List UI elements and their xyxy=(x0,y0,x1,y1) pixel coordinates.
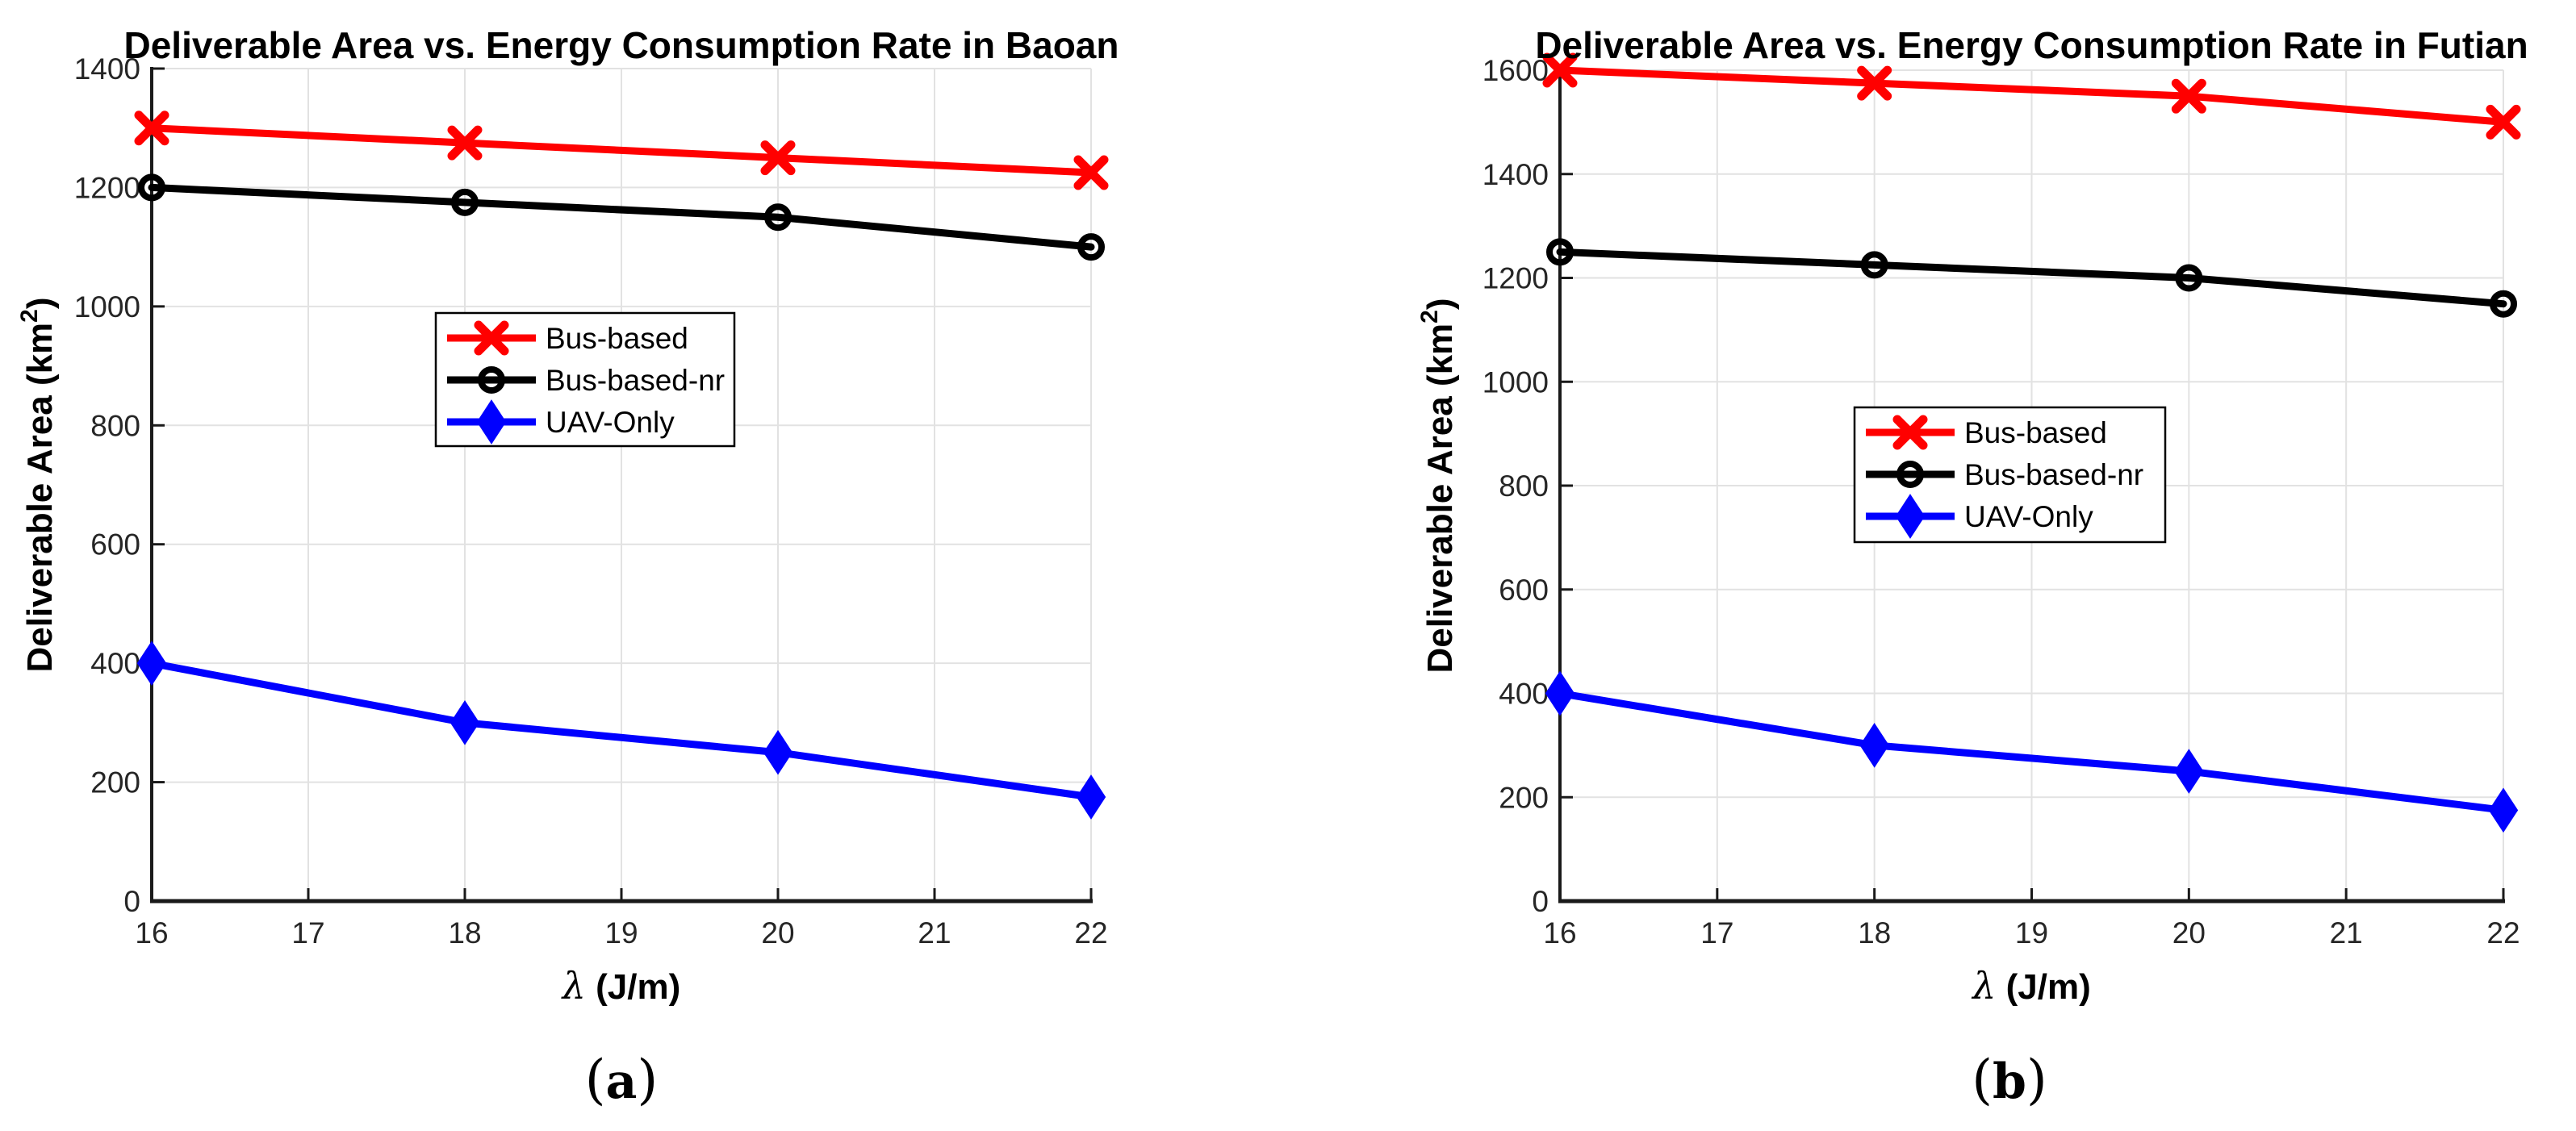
series-bus-based-nr-circle-marker xyxy=(2175,264,2203,292)
y-tick-label: 1200 xyxy=(74,171,140,204)
y-tick-label: 200 xyxy=(1499,781,1549,814)
series-line-uav-only xyxy=(148,659,1095,801)
legend-uav-only-diamond-marker xyxy=(1895,494,1926,539)
y-tick-label: 1400 xyxy=(1482,158,1549,191)
y-tick-label: 800 xyxy=(90,409,140,442)
y-tick-label: 0 xyxy=(123,885,140,918)
chart-title: Deliverable Area vs. Energy Consumption … xyxy=(1535,24,2528,66)
caption-a-close-paren: ) xyxy=(637,1049,659,1111)
legend-item-label: Bus-based xyxy=(1964,416,2107,449)
series-line-bus-based-nr xyxy=(148,183,1095,251)
series-bus-based-nr-circle-marker xyxy=(764,203,792,232)
series-bus-based-nr-circle-marker xyxy=(1860,251,1888,279)
legend-item-label: UAV-Only xyxy=(546,406,675,439)
caption-a: (a) xyxy=(585,1054,658,1107)
x-tick-label: 21 xyxy=(2330,916,2363,949)
series-uav-only-diamond-marker xyxy=(1545,670,1575,716)
y-tick-label: 200 xyxy=(90,766,140,799)
y-tick-label: 800 xyxy=(1499,470,1549,503)
series-line-uav-only xyxy=(1556,690,2507,814)
legend-bus-based-x-marker xyxy=(474,320,509,356)
caption-b-close-paren: ) xyxy=(2026,1049,2047,1111)
x-tick-label: 16 xyxy=(1543,916,1576,949)
grid xyxy=(1560,69,2504,901)
x-tick-label: 20 xyxy=(2172,916,2206,949)
series-bus-based-nr-circle-marker xyxy=(138,173,165,202)
y-tick-label: 600 xyxy=(90,528,140,561)
series-line-bus-based xyxy=(1556,66,2507,126)
y-tick-label: 1200 xyxy=(1482,262,1549,295)
x-tick-label: 17 xyxy=(1700,916,1733,949)
x-axis-label: λ (J/m) xyxy=(1971,964,2091,1008)
series-uav-only-diamond-marker xyxy=(2488,787,2519,833)
series-bus-based-x-marker xyxy=(2171,78,2206,114)
y-axis-label: Deliverable Area (km2) xyxy=(1416,298,1460,673)
x-tick-label: 20 xyxy=(761,916,794,949)
series-bus-based-nr-circle-marker xyxy=(2490,290,2517,318)
series-bus-based-x-marker xyxy=(134,111,169,146)
caption-b-open-paren: ( xyxy=(1972,1049,1993,1111)
series-uav-only-diamond-marker xyxy=(763,729,793,775)
x-tick-label: 19 xyxy=(604,916,638,949)
series-bus-based-x-marker xyxy=(1073,155,1109,190)
chart-title: Deliverable Area vs. Energy Consumption … xyxy=(124,24,1119,66)
series-uav-only-diamond-marker xyxy=(1859,723,1889,768)
y-tick-label: 0 xyxy=(1532,885,1549,918)
legend-bus-based-x-marker xyxy=(1892,415,1928,450)
legend-bus-based-nr-circle-marker xyxy=(1896,461,1924,488)
legend-item-label: Bus-based xyxy=(546,322,688,355)
x-tick-label: 22 xyxy=(2486,916,2520,949)
chart-futian: 16 17 18 19 20 21 22 0 200 400 600 800 1000 1200 1400 1… xyxy=(1416,24,2528,1008)
legend-uav-only-diamond-marker xyxy=(476,399,507,444)
series-bus-based-x-marker xyxy=(1857,65,1892,101)
series-bus-based-nr-circle-marker xyxy=(451,188,479,216)
x-tick-label: 19 xyxy=(2015,916,2048,949)
y-tick-label: 1000 xyxy=(74,290,140,323)
y-tick-label: 600 xyxy=(1499,574,1549,607)
series-uav-only-diamond-marker xyxy=(136,641,167,686)
series-line-bus-based xyxy=(148,124,1095,177)
series-bus-based-nr-circle-marker xyxy=(1546,238,1574,266)
chart-baoan: 16 17 18 19 20 21 220200400600800100012001400D… xyxy=(16,24,1119,1008)
series-line-bus-based-nr xyxy=(1556,248,2507,308)
y-axis-label: Deliverable Area (km2) xyxy=(16,297,60,672)
caption-a-open-paren: ( xyxy=(584,1049,606,1111)
caption-a-letter: a xyxy=(605,1054,638,1110)
y-tick-label: 400 xyxy=(1499,678,1549,711)
x-tick-label: 18 xyxy=(1858,916,1891,949)
x-tick-label: 17 xyxy=(291,916,324,949)
x-tick-label: 16 xyxy=(135,916,168,949)
series-uav-only-diamond-marker xyxy=(450,700,480,745)
y-tick-label: 1400 xyxy=(74,52,140,86)
legend-item-label: Bus-based-nr xyxy=(546,364,725,397)
x-tick-label: 21 xyxy=(918,916,951,949)
x-tick-label: 18 xyxy=(448,916,481,949)
series-bus-based-nr-circle-marker xyxy=(1077,233,1105,261)
series-bus-based-x-marker xyxy=(2486,104,2521,140)
legend-item-label: Bus-based-nr xyxy=(1964,458,2143,491)
x-axis-label: λ (J/m) xyxy=(561,964,681,1008)
y-tick-label: 1000 xyxy=(1482,365,1549,399)
legend-item-label: UAV-Only xyxy=(1964,500,2093,533)
caption-b: (b) xyxy=(1972,1054,2047,1107)
y-tick-label: 400 xyxy=(90,647,140,680)
series-bus-based-x-marker xyxy=(1542,52,1578,88)
x-tick-label: 22 xyxy=(1074,916,1107,949)
series-bus-based-x-marker xyxy=(447,125,483,161)
caption-b-letter: b xyxy=(1993,1054,2026,1110)
y-tick-label: 1600 xyxy=(1482,54,1549,87)
series-uav-only-diamond-marker xyxy=(1076,774,1106,820)
series-bus-based-x-marker xyxy=(760,140,796,176)
series-uav-only-diamond-marker xyxy=(2174,749,2204,794)
legend-bus-based-nr-circle-marker xyxy=(478,366,505,394)
